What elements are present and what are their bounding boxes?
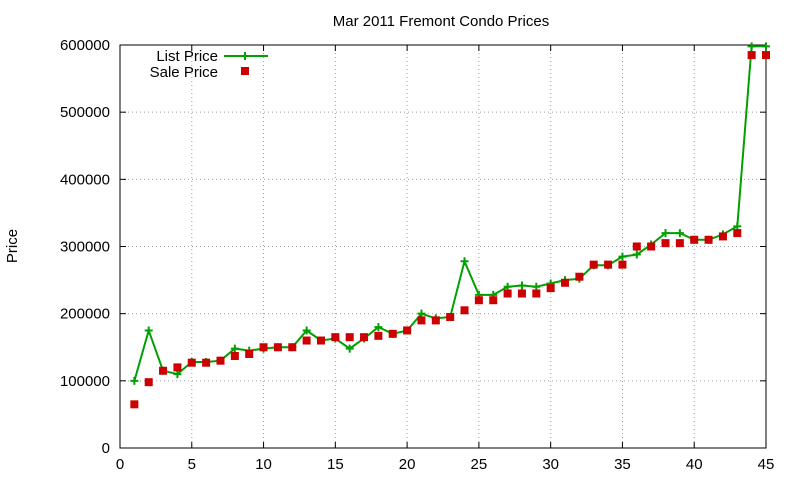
legend-label-sale-price: Sale Price (150, 64, 218, 81)
list-price-point (532, 282, 541, 291)
list-price-point (503, 282, 512, 291)
sale-price-point (632, 242, 641, 251)
sale-price-point (561, 278, 570, 287)
legend-marker-sale-price (241, 67, 249, 75)
legend-marker-list-price (241, 52, 249, 60)
y-axis-label: Price (4, 229, 21, 263)
sale-price-point (517, 289, 526, 298)
list-price-point (618, 252, 627, 261)
sale-price-point (604, 260, 613, 269)
y-tick-label: 200000 (60, 306, 110, 323)
list-price-point (733, 222, 742, 231)
sale-price-point (747, 51, 756, 60)
list-price-point (417, 309, 426, 318)
sale-price-point (144, 378, 153, 387)
sale-price-point (130, 400, 139, 409)
x-tick-label: 0 (116, 456, 124, 473)
sale-price-point (718, 232, 727, 241)
y-tick-label: 100000 (60, 373, 110, 390)
sale-price-point (345, 333, 354, 342)
list-price-line (133, 45, 766, 382)
sale-price-point (360, 333, 369, 342)
sale-price-point (202, 358, 211, 367)
sale-price-point (661, 239, 670, 248)
sale-price-point (575, 272, 584, 281)
axis-ticks: 0 5 10 15 20 25 30 35 40 45 0 100000 200000 300000 400… (60, 37, 774, 473)
y-tick-label: 500000 (60, 104, 110, 121)
sale-price-point (216, 356, 225, 365)
y-tick-label: 300000 (60, 239, 110, 256)
sale-price-point (460, 306, 469, 315)
sale-price-point (374, 331, 383, 340)
x-tick-label: 25 (471, 456, 488, 473)
list-price-point (230, 344, 239, 353)
list-price-point (632, 250, 641, 259)
sale-price-point (474, 296, 483, 305)
x-tick-label: 35 (614, 456, 631, 473)
x-tick-label: 10 (255, 456, 272, 473)
legend: List Price Sale Price (150, 48, 268, 81)
sale-price-point (230, 351, 239, 360)
list-price-point (661, 229, 670, 238)
y-tick-label: 400000 (60, 171, 110, 188)
list-price-point (173, 370, 182, 379)
sale-price-point (446, 313, 455, 322)
sale-price-point (503, 289, 512, 298)
x-tick-label: 15 (327, 456, 344, 473)
sale-price-point (316, 336, 325, 345)
sale-price-point (431, 316, 440, 325)
x-tick-label: 40 (686, 456, 703, 473)
sale-price-point (331, 333, 340, 342)
sale-price-point (173, 363, 182, 372)
sale-price-point (675, 239, 684, 248)
y-tick-label: 0 (102, 440, 110, 457)
sale-price-point (417, 316, 426, 325)
legend-label-list-price: List Price (156, 48, 218, 65)
sale-price-point (589, 260, 598, 269)
sale-price-point (302, 336, 311, 345)
x-tick-label: 20 (399, 456, 416, 473)
sale-price-point (388, 329, 397, 338)
sale-price-point (546, 284, 555, 293)
series-layer (130, 42, 770, 409)
x-tick-label: 5 (188, 456, 196, 473)
sale-price-point (273, 343, 282, 352)
sale-price-point (245, 349, 254, 358)
sale-price-point (403, 326, 412, 335)
sale-price-point (259, 343, 268, 352)
list-price-point (374, 323, 383, 332)
sale-price-point (690, 235, 699, 244)
sale-price-point (618, 260, 627, 269)
sale-price-point (489, 296, 498, 305)
sale-price-point (647, 242, 656, 251)
sale-price-point (704, 235, 713, 244)
list-price-point (762, 42, 770, 51)
list-price-point (302, 326, 311, 335)
sale-price-point (187, 358, 196, 367)
sale-price-point (159, 366, 168, 375)
list-price-point (345, 344, 354, 353)
sale-price-point (288, 343, 297, 352)
y-tick-label: 600000 (60, 37, 110, 54)
sale-price-point (733, 229, 742, 238)
x-tick-label: 30 (542, 456, 559, 473)
list-price-point (517, 281, 526, 290)
sale-price-point (532, 289, 541, 298)
chart-title: Mar 2011 Fremont Condo Prices (333, 13, 549, 30)
list-price-point (747, 42, 756, 51)
list-price-point (675, 229, 684, 238)
x-tick-label: 45 (758, 456, 775, 473)
list-price-point (460, 257, 469, 266)
list-price-point (144, 326, 153, 335)
sale-price-point (762, 51, 770, 60)
list-price-point (130, 376, 139, 385)
